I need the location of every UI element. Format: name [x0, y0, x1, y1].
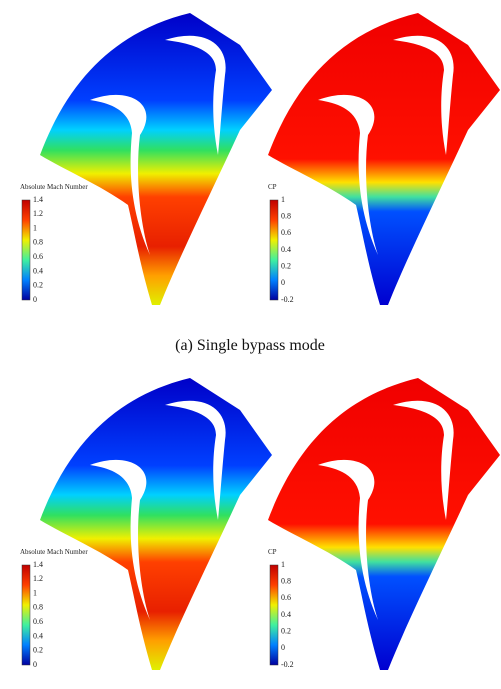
- colorbar-tick-label: 0: [281, 278, 285, 287]
- colorbar-tick-label: 0.6: [281, 593, 291, 602]
- colorbar-tick-label: 0.2: [33, 646, 43, 655]
- colorbar-tick-label: 1.4: [33, 195, 43, 204]
- colorbar-tick-label: 0.8: [281, 576, 291, 585]
- contour-plot: CP 1 0.8 0.6 0.4 0.2 0 -0.2: [268, 13, 500, 305]
- colorbar-tick-label: 0.8: [33, 603, 43, 612]
- colorbar: [269, 199, 279, 301]
- blade: [90, 94, 150, 256]
- colorbar-tick-label: 0.6: [281, 228, 291, 237]
- blade: [318, 459, 378, 620]
- contour-plot: Absolute Mach Number 1.4 1.2 1 0.8 0.6 0.4 0.2 0: [20, 378, 272, 670]
- colorbar-tick-label: 0.2: [33, 281, 43, 290]
- colorbar-tick-label: 0: [33, 295, 37, 304]
- panel: Absolute Mach Number 1.4 1.2 1 0.8 0.6 0.4 0.2 0…: [20, 378, 500, 670]
- blade: [165, 400, 226, 520]
- colorbar-tick-label: 1.2: [33, 209, 43, 218]
- legend-title: CP: [268, 183, 277, 191]
- colorbar-tick-label: 0.8: [281, 211, 291, 220]
- flow-field: [268, 378, 500, 670]
- legend-title: Absolute Mach Number: [20, 548, 88, 556]
- colorbar-tick-label: 0.2: [281, 626, 291, 635]
- blade: [393, 35, 454, 155]
- colorbar-tick-label: 0.6: [33, 617, 43, 626]
- flow-field: [40, 378, 272, 670]
- colorbar-tick-label: -0.2: [281, 660, 294, 669]
- caption: (a) Single bypass mode: [175, 337, 325, 354]
- colorbar-tick-label: 0: [33, 660, 37, 669]
- colorbar-tick-label: 0.4: [281, 610, 291, 619]
- colorbar-tick-label: -0.2: [281, 295, 294, 304]
- blade: [393, 400, 454, 520]
- colorbar-tick-label: 1: [281, 560, 285, 569]
- panel: Absolute Mach Number 1.4 1.2 1 0.8 0.6 0.4 0.2 0…: [20, 13, 500, 354]
- flow-field: [40, 13, 272, 305]
- blade: [90, 459, 150, 620]
- colorbar-tick-label: 1: [33, 588, 37, 597]
- blade: [165, 35, 226, 155]
- colorbar: [21, 199, 31, 301]
- colorbar-tick-label: 0.8: [33, 238, 43, 247]
- colorbar-tick-label: 0: [281, 643, 285, 652]
- colorbar: [269, 564, 279, 666]
- colorbar: [21, 564, 31, 666]
- colorbar-tick-label: 0.4: [281, 245, 291, 254]
- contour-plot: CP 1 0.8 0.6 0.4 0.2 0 -0.2: [268, 378, 500, 670]
- legend-title: CP: [268, 548, 277, 556]
- contour-plot: Absolute Mach Number 1.4 1.2 1 0.8 0.6 0.4 0.2 0: [20, 13, 272, 305]
- legend-title: Absolute Mach Number: [20, 183, 88, 191]
- blade: [318, 94, 378, 256]
- colorbar-tick-label: 1.2: [33, 574, 43, 583]
- colorbar-tick-label: 1.4: [33, 560, 43, 569]
- flow-field: [268, 13, 500, 305]
- colorbar-tick-label: 0.4: [33, 631, 43, 640]
- colorbar-tick-label: 0.4: [33, 266, 43, 275]
- panels: Absolute Mach Number 1.4 1.2 1 0.8 0.6 0.4 0.2 0…: [20, 13, 500, 670]
- colorbar-tick-label: 1: [33, 223, 37, 232]
- colorbar-tick-label: 0.6: [33, 252, 43, 261]
- colorbar-tick-label: 0.2: [281, 261, 291, 270]
- colorbar-tick-label: 1: [281, 195, 285, 204]
